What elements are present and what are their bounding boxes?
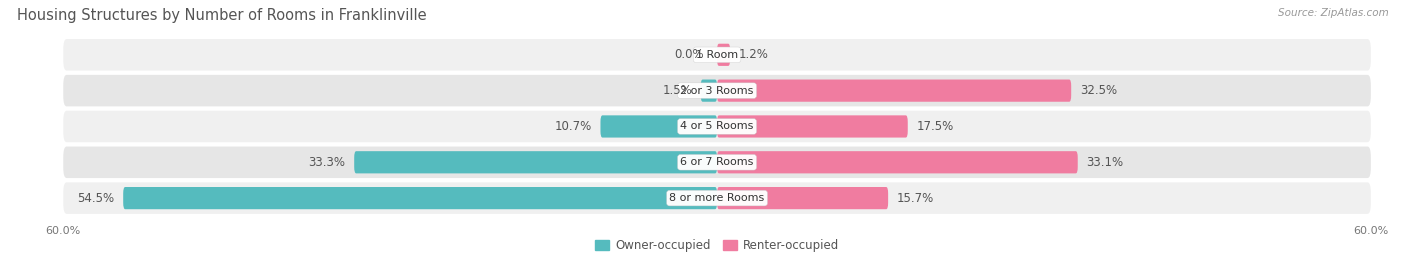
FancyBboxPatch shape: [717, 187, 889, 209]
Text: Source: ZipAtlas.com: Source: ZipAtlas.com: [1278, 8, 1389, 18]
Text: 2 or 3 Rooms: 2 or 3 Rooms: [681, 86, 754, 96]
FancyBboxPatch shape: [63, 39, 1371, 70]
Text: 32.5%: 32.5%: [1080, 84, 1116, 97]
FancyBboxPatch shape: [63, 147, 1371, 178]
FancyBboxPatch shape: [717, 80, 1071, 102]
Text: 1 Room: 1 Room: [696, 50, 738, 60]
Text: 54.5%: 54.5%: [77, 192, 114, 205]
FancyBboxPatch shape: [717, 44, 730, 66]
Text: 1.5%: 1.5%: [662, 84, 692, 97]
FancyBboxPatch shape: [354, 151, 717, 173]
FancyBboxPatch shape: [717, 151, 1078, 173]
FancyBboxPatch shape: [63, 75, 1371, 106]
FancyBboxPatch shape: [63, 111, 1371, 142]
FancyBboxPatch shape: [600, 115, 717, 137]
Text: 10.7%: 10.7%: [554, 120, 592, 133]
Text: 33.1%: 33.1%: [1087, 156, 1123, 169]
Text: 33.3%: 33.3%: [308, 156, 346, 169]
Text: 17.5%: 17.5%: [917, 120, 953, 133]
Text: 8 or more Rooms: 8 or more Rooms: [669, 193, 765, 203]
FancyBboxPatch shape: [700, 80, 717, 102]
Text: 0.0%: 0.0%: [675, 48, 704, 61]
FancyBboxPatch shape: [63, 182, 1371, 214]
Legend: Owner-occupied, Renter-occupied: Owner-occupied, Renter-occupied: [591, 234, 844, 256]
Text: 4 or 5 Rooms: 4 or 5 Rooms: [681, 122, 754, 131]
Text: 15.7%: 15.7%: [897, 192, 934, 205]
Text: 1.2%: 1.2%: [740, 48, 769, 61]
FancyBboxPatch shape: [717, 115, 908, 137]
FancyBboxPatch shape: [124, 187, 717, 209]
Text: Housing Structures by Number of Rooms in Franklinville: Housing Structures by Number of Rooms in…: [17, 8, 426, 23]
Text: 6 or 7 Rooms: 6 or 7 Rooms: [681, 157, 754, 167]
